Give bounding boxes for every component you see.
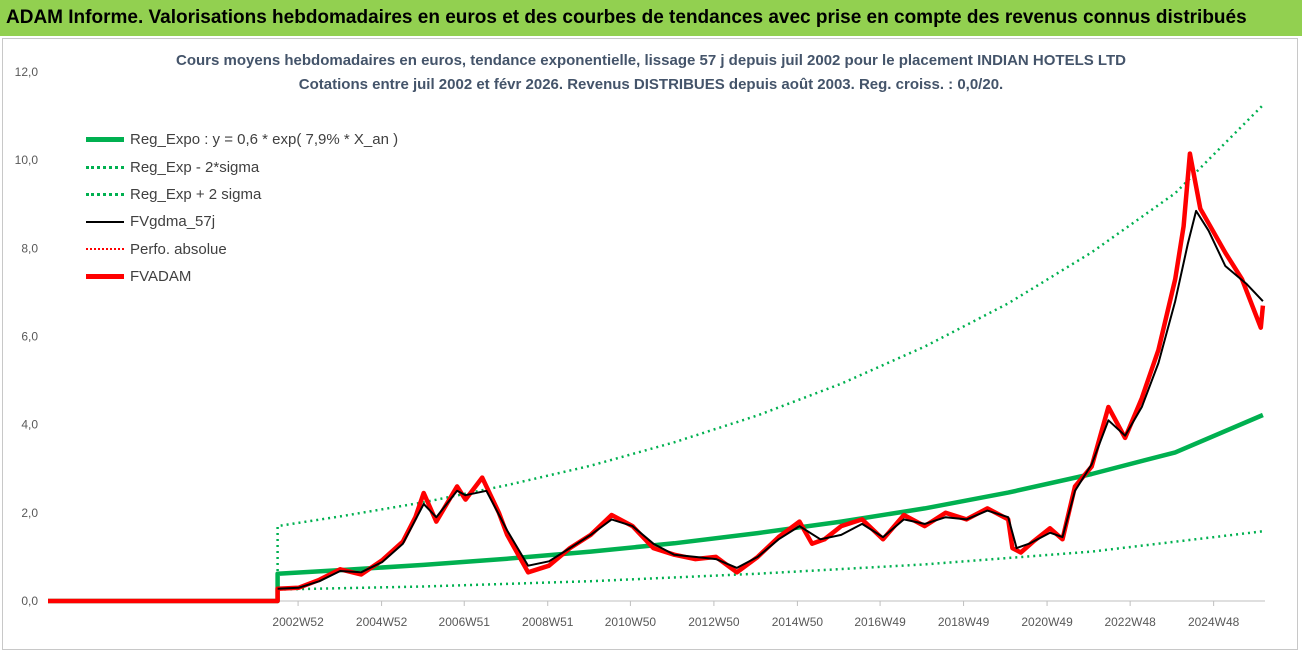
legend-label: FVgdma_57j [130, 213, 216, 231]
legend-label: Reg_Exp + 2 sigma [130, 185, 262, 203]
legend-label: FVADAM [130, 268, 192, 286]
reg-exp-plus-2sigma-line [276, 104, 1264, 601]
legend-item: FVADAM [86, 263, 398, 290]
legend-swatch [86, 165, 124, 169]
x-tick-label: 2020W49 [1021, 615, 1073, 629]
legend-item: Reg_Exp + 2 sigma [86, 181, 398, 208]
y-tick-label: 2,0 [21, 506, 38, 520]
x-tick-label: 2004W52 [356, 615, 408, 629]
x-tick-label: 2018W49 [938, 615, 990, 629]
x-tick-label: 2002W52 [272, 615, 324, 629]
legend-label: Reg_Exp - 2*sigma [130, 158, 260, 176]
legend-label: Reg_Expo : y = 0,6 * exp( 7,9% * X_an ) [130, 131, 399, 149]
x-tick-label: 2014W50 [772, 615, 824, 629]
y-tick-label: 0,0 [21, 594, 38, 608]
chart-subtitle: Cotations entre juil 2002 et févr 2026. … [298, 76, 1004, 93]
x-tick-label: 2008W51 [522, 615, 574, 629]
x-tick-label: 2022W48 [1104, 615, 1156, 629]
report-title: ADAM Informe. Valorisations hebdomadaire… [6, 7, 1247, 28]
x-tick-label: 2016W49 [854, 615, 906, 629]
y-tick-label: 6,0 [21, 330, 38, 344]
y-tick-label: 8,0 [21, 241, 38, 255]
legend-item: Perfo. absolue [86, 236, 398, 263]
y-tick-label: 4,0 [21, 418, 38, 432]
legend-swatch [86, 220, 124, 223]
reg-exp-minus-2sigma-line [276, 530, 1264, 601]
chart-frame [2, 38, 1298, 650]
legend-swatch [86, 192, 124, 196]
y-tick-label: 10,0 [15, 153, 39, 167]
chart-title: Cours moyens hebdomadaires en euros, ten… [176, 52, 1126, 69]
legend-swatch [86, 274, 124, 280]
report-banner: ADAM Informe. Valorisations hebdomadaire… [0, 0, 1302, 36]
x-tick-label: 2024W48 [1188, 615, 1240, 629]
legend-swatch [86, 137, 124, 143]
legend-swatch [86, 248, 124, 251]
x-tick-label: 2010W50 [605, 615, 657, 629]
fvadam-line [48, 151, 1266, 604]
legend-item: Reg_Expo : y = 0,6 * exp( 7,9% * X_an ) [86, 126, 398, 153]
legend-label: Perfo. absolue [130, 240, 227, 258]
x-tick-label: 2012W50 [688, 615, 740, 629]
x-tick-label: 2006W51 [439, 615, 491, 629]
legend-item: Reg_Exp - 2*sigma [86, 153, 398, 180]
legend-item: FVgdma_57j [86, 208, 398, 235]
chart-legend: Reg_Expo : y = 0,6 * exp( 7,9% * X_an ) R… [86, 126, 398, 290]
y-tick-label: 12,0 [15, 65, 39, 79]
fvgdma-57j-line [277, 209, 1264, 590]
reg-expo-line [48, 412, 1264, 604]
